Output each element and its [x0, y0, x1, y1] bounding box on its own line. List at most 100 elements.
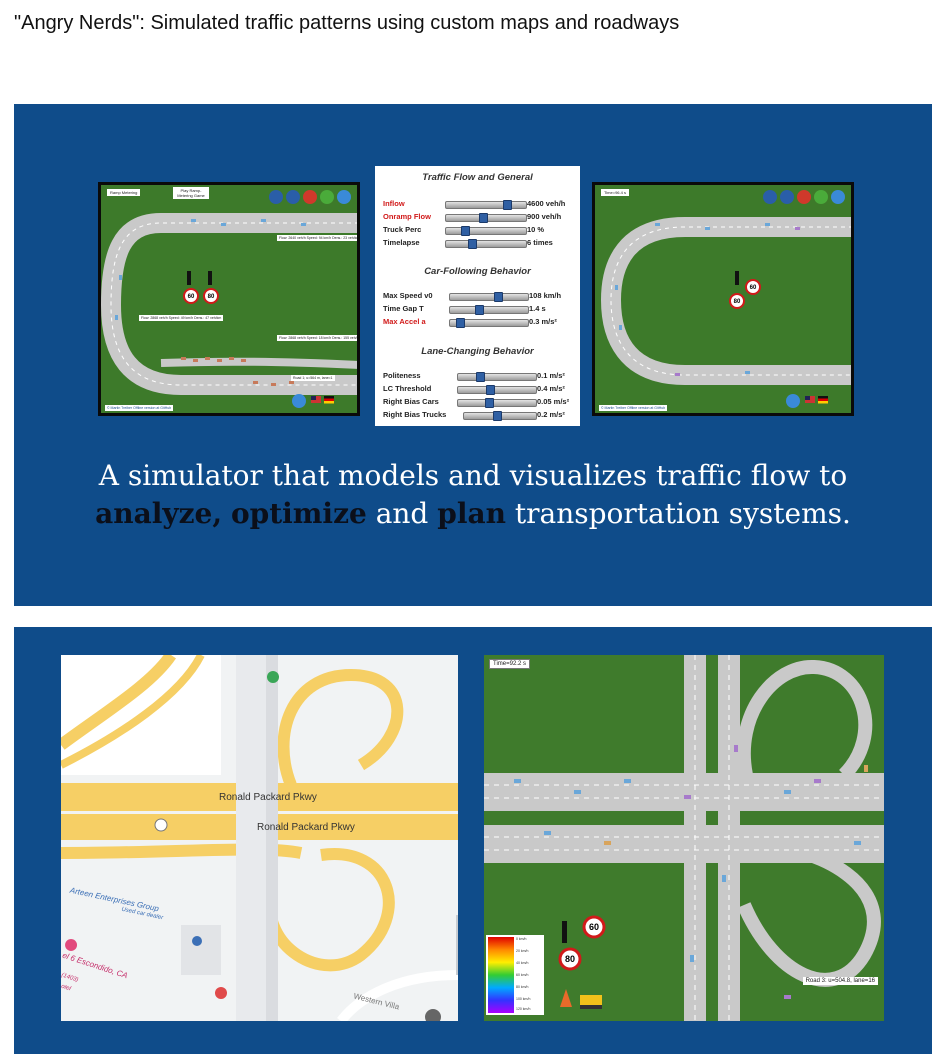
help-icon	[786, 394, 800, 408]
tagline: A simulator that models and visualizes t…	[14, 457, 932, 533]
tagline-and: and	[375, 497, 429, 530]
sim-toolbar	[269, 190, 351, 204]
slider-label: Timelapse	[383, 238, 420, 247]
highway-icon[interactable]	[286, 190, 300, 204]
map-comparison-panel: Ronald Packard Pkwy Ronald Packard Pkwy …	[14, 627, 932, 1054]
right-bias-cars-slider[interactable]	[457, 398, 537, 408]
slider-value: 900 veh/h	[527, 212, 562, 221]
slider-thumb[interactable]	[503, 200, 512, 210]
road-label-2: Ronald Packard Pkwy	[257, 822, 355, 833]
info-icon[interactable]	[337, 190, 351, 204]
slider-label: Right Bias Cars	[383, 397, 439, 406]
highway-icon[interactable]	[780, 190, 794, 204]
slider-row-inflow[interactable]: Inflow 4600 veh/h	[383, 198, 579, 210]
pause-icon[interactable]	[303, 190, 317, 204]
timelapse-slider[interactable]	[445, 239, 527, 249]
speed-sign-80: 80	[734, 299, 741, 305]
sim-controls-icons	[786, 394, 828, 408]
play-game-button[interactable]: Play Ramp-Metering Game	[173, 187, 209, 199]
max-speed-slider[interactable]	[449, 292, 529, 302]
highway-icon[interactable]	[269, 190, 283, 204]
sim-controls-icons	[292, 394, 334, 408]
slider-thumb[interactable]	[486, 385, 495, 395]
sim-left-canvas	[101, 185, 357, 413]
ramp-metering-simulation[interactable]: Ramp Metering Play Ramp-Metering Game Fl…	[98, 182, 360, 416]
slider-value: 0.2 m/s²	[537, 410, 565, 419]
lc-threshold-slider[interactable]	[457, 385, 537, 395]
slider-row-right-bias-trucks[interactable]: Right Bias Trucks 0.2 m/s²	[383, 409, 579, 421]
slider-thumb[interactable]	[479, 213, 488, 223]
highway-icon[interactable]	[763, 190, 777, 204]
sim-time-label: Time=92.2 s	[489, 659, 530, 669]
slider-row-lc-threshold[interactable]: LC Threshold 0.4 m/s²	[383, 383, 579, 395]
speed-limit-signs[interactable]: 60 80	[556, 915, 606, 975]
interchange-simulation[interactable]: Time=92.2 s 60 80 Road 3: u=504.8, lane=…	[484, 655, 884, 1021]
slider-thumb[interactable]	[476, 372, 485, 382]
sim-footer[interactable]: © Martin Treiber Offline version at GitH…	[599, 405, 668, 411]
legend-tick: 80 km/h	[516, 985, 529, 989]
street-map[interactable]: Ronald Packard Pkwy Ronald Packard Pkwy …	[61, 655, 458, 1021]
slider-label: LC Threshold	[383, 384, 432, 393]
road-info-readout: Road 3: u=504.8, lane=16	[802, 977, 878, 985]
loop-road-simulation[interactable]: Time=96.4 s 60 80 © Martin Treiber Offli…	[592, 182, 854, 416]
smiley-icon[interactable]	[814, 190, 828, 204]
inflow-slider[interactable]	[445, 200, 527, 210]
page-title: "Angry Nerds": Simulated traffic pattern…	[14, 12, 680, 34]
tagline-line1: A simulator that models and visualizes t…	[98, 459, 848, 492]
slider-row-timelapse[interactable]: Timelapse 6 times	[383, 237, 579, 249]
road-label-1: Ronald Packard Pkwy	[219, 792, 317, 803]
slider-thumb[interactable]	[461, 226, 470, 236]
slider-row-politeness[interactable]: Politeness 0.1 m/s²	[383, 370, 579, 382]
speed-color-legend: 0 km/h 20 km/h 40 km/h 60 km/h 80 km/h 1…	[486, 935, 544, 1015]
legend-tick: 120 km/h	[516, 1007, 531, 1011]
truck-perc-slider[interactable]	[445, 226, 527, 236]
slider-thumb[interactable]	[485, 398, 494, 408]
smiley-icon[interactable]	[320, 190, 334, 204]
slider-value: 108 km/h	[529, 291, 562, 300]
slider-thumb[interactable]	[475, 305, 484, 315]
slider-thumb[interactable]	[468, 239, 477, 249]
slider-row-max-speed[interactable]: Max Speed v0 108 km/h	[383, 290, 579, 302]
slider-thumb[interactable]	[456, 318, 465, 328]
slider-value: 0.4 m/s²	[537, 384, 565, 393]
max-accel-slider[interactable]	[449, 318, 529, 328]
slider-row-right-bias-cars[interactable]: Right Bias Cars 0.05 m/s²	[383, 396, 579, 408]
tagline-plan: plan	[437, 497, 506, 530]
pause-icon[interactable]	[797, 190, 811, 204]
slider-row-onramp-flow[interactable]: Onramp Flow 900 veh/h	[383, 211, 579, 223]
slider-row-truck-perc[interactable]: Truck Perc 10 %	[383, 224, 579, 236]
street-map-canvas	[61, 655, 458, 1021]
right-bias-trucks-slider[interactable]	[463, 411, 537, 421]
info-icon[interactable]	[831, 190, 845, 204]
slider-label: Politeness	[383, 371, 421, 380]
slider-value: 0.1 m/s²	[537, 371, 565, 380]
tagline-end: transportation systems.	[514, 497, 851, 530]
tagline-line2: analyze, optimize and plan transportatio…	[14, 495, 932, 533]
flow-info-top: Flow: 2640 veh/h Speed: 94 km/h Dens.: 2…	[277, 235, 360, 241]
road-readout: Road 1; u=564 m, lane=1	[291, 375, 335, 381]
slider-value: 1.4 s	[529, 304, 546, 313]
legend-tick: 40 km/h	[516, 961, 529, 965]
slider-row-max-accel[interactable]: Max Accel a 0.3 m/s²	[383, 316, 579, 328]
slider-thumb[interactable]	[493, 411, 502, 421]
sim-footer[interactable]: © Martin Treiber Offline version at GitH…	[105, 405, 174, 411]
slider-row-time-gap[interactable]: Time Gap T 1.4 s	[383, 303, 579, 315]
slider-value: 6 times	[527, 238, 553, 247]
slider-thumb[interactable]	[494, 292, 503, 302]
speed-sign-80: 80	[208, 294, 215, 300]
slider-label: Truck Perc	[383, 225, 422, 234]
speed-limit-signs[interactable]: 60 80	[727, 279, 767, 315]
slider-label: Max Accel a	[383, 317, 426, 326]
speed-gradient-bar	[488, 937, 514, 1013]
sim-toolbar	[763, 190, 845, 204]
politeness-slider[interactable]	[457, 372, 537, 382]
slider-value: 10 %	[527, 225, 545, 234]
simulator-overview-panel: Ramp Metering Play Ramp-Metering Game Fl…	[14, 104, 932, 606]
tagline-analyze: analyze,	[95, 497, 223, 530]
slider-label: Inflow	[383, 199, 405, 208]
time-gap-slider[interactable]	[449, 305, 529, 315]
construction-icons[interactable]	[558, 985, 608, 1015]
speed-limit-signs[interactable]: 60 80	[183, 287, 243, 309]
onramp-flow-slider[interactable]	[445, 213, 527, 223]
flow-info-bottom: Flow: 2868 veh/h Speed: 18 km/h Dens.: 1…	[277, 335, 357, 341]
